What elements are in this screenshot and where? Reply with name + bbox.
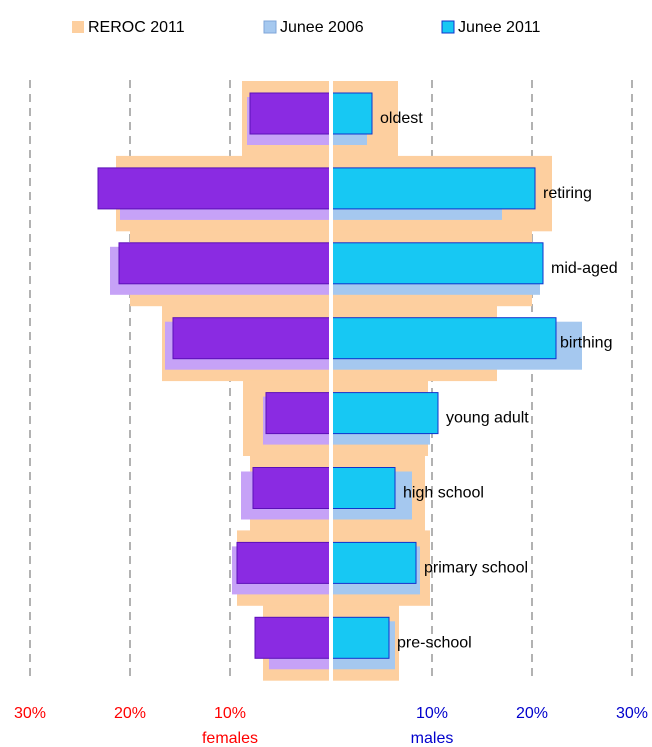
category-label-pre-school: pre-school xyxy=(397,634,472,651)
legend-label-junee-2011: Junee 2011 xyxy=(458,19,541,36)
category-label-primary-school: primary school xyxy=(424,559,528,576)
x-tick-labels: 30% 20% 10% 10% 20% 30% xyxy=(14,705,648,722)
junee2011-male-primary-school xyxy=(331,541,417,584)
axis-titles: females males xyxy=(202,730,453,747)
category-label-retiring: retiring xyxy=(543,185,592,202)
axis-title-females: females xyxy=(202,730,258,747)
category-label-young-adult: young adult xyxy=(446,410,529,427)
junee2011-male-birthing xyxy=(331,317,557,360)
junee2011-male-retiring xyxy=(331,167,536,210)
category-label-mid-aged: mid-aged xyxy=(551,260,618,277)
tick-label-male-20: 20% xyxy=(516,705,548,722)
junee2011-female-pre-school xyxy=(254,616,331,659)
legend-label-reroc-2011: REROC 2011 xyxy=(88,19,185,36)
category-label-birthing: birthing xyxy=(560,335,612,352)
category-label-high-school: high school xyxy=(403,485,484,502)
center-divider-bar xyxy=(329,80,333,682)
junee2011-male-pre-school xyxy=(331,616,390,659)
junee2011-female-primary-school xyxy=(236,541,331,584)
junee2011-female-young-adult xyxy=(265,392,331,435)
junee2011-male-young-adult xyxy=(331,392,439,435)
axis-title-males: males xyxy=(411,730,454,747)
legend-label-junee-2006: Junee 2006 xyxy=(280,19,364,36)
tick-label-male-10: 10% xyxy=(416,705,448,722)
legend-swatch-reroc-2011 xyxy=(72,21,84,33)
junee2011-female-high-school xyxy=(252,467,331,509)
tick-label-male-30: 30% xyxy=(616,705,648,722)
junee-2011-bars xyxy=(97,92,557,659)
tick-label-female-30: 30% xyxy=(14,705,46,722)
junee2011-male-high-school xyxy=(331,467,396,509)
center-divider xyxy=(329,80,333,682)
junee2011-female-oldest xyxy=(249,92,331,135)
junee2011-female-mid-aged xyxy=(118,242,331,285)
junee2011-male-oldest xyxy=(331,92,373,135)
junee2011-female-birthing xyxy=(172,317,331,360)
legend-swatch-junee-2006 xyxy=(263,20,277,34)
tick-label-female-20: 20% xyxy=(114,705,146,722)
category-label-oldest: oldest xyxy=(380,110,423,127)
junee2011-female-retiring xyxy=(97,167,331,210)
legend: REROC 2011 Junee 2006 Junee 2011 xyxy=(72,19,541,36)
category-labels: oldest retiring mid-aged birthing young adul… xyxy=(380,110,618,651)
tick-label-female-10: 10% xyxy=(214,705,246,722)
junee2011-male-mid-aged xyxy=(331,242,544,285)
legend-swatch-junee-2011 xyxy=(441,20,455,34)
